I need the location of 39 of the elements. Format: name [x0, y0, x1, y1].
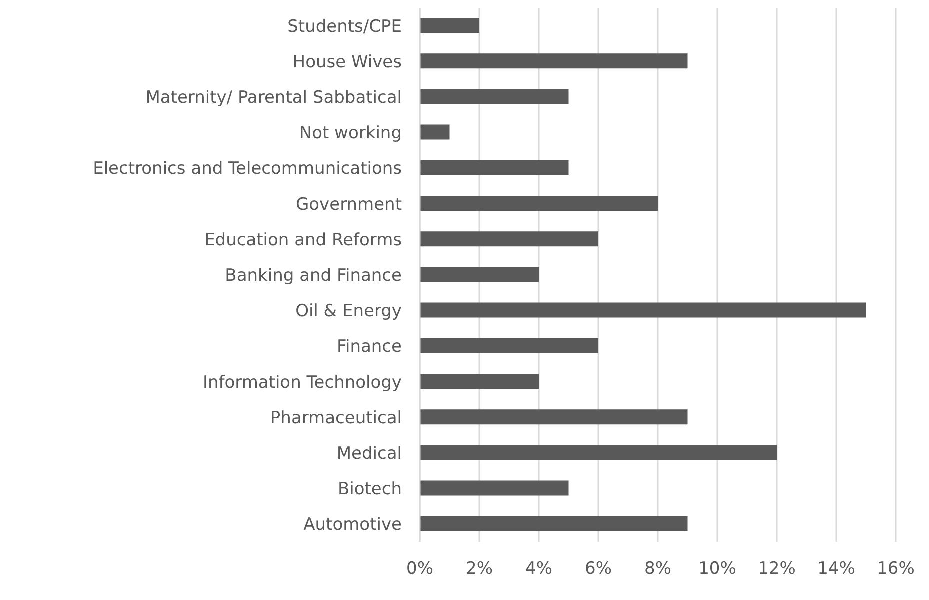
y-tick-label: Biotech [338, 480, 402, 500]
y-tick-label: Medical [336, 444, 402, 464]
y-tick-label: Electronics and Telecommunications [93, 159, 402, 180]
x-tick-label: 0% [406, 559, 434, 580]
bar [420, 267, 539, 282]
x-tick-label: 8% [644, 559, 672, 580]
y-tick-label: Government [296, 194, 402, 215]
bar [420, 374, 539, 389]
y-tick-label: Pharmaceutical [270, 408, 402, 428]
bar [420, 18, 480, 33]
y-tick-label: Finance [336, 337, 402, 358]
bar [420, 516, 688, 532]
x-tick-label: 4% [526, 559, 552, 580]
x-tick-label: 16% [877, 559, 915, 580]
x-tick-label: 2% [466, 559, 493, 580]
y-tick-label: Students/CPE [288, 16, 402, 37]
y-tick-label: Banking and Finance [225, 266, 402, 286]
y-tick-label: Maternity/ Parental Sabbatical [146, 88, 402, 108]
bar [420, 232, 598, 247]
bar [420, 445, 777, 460]
bar [420, 196, 658, 211]
bar [420, 54, 688, 69]
bar [420, 124, 450, 140]
bar [420, 302, 866, 318]
y-tick-label: House Wives [292, 52, 402, 72]
y-tick-label: Not working [299, 124, 402, 144]
y-tick-label: Education and Reforms [204, 230, 402, 250]
x-tick-label: 14% [818, 559, 856, 580]
x-tick-label: 12% [758, 559, 796, 580]
bar [420, 480, 569, 496]
x-tick-label: 6% [585, 559, 612, 580]
y-tick-label: Oil & Energy [296, 302, 402, 322]
x-tick-label: 10% [698, 559, 736, 580]
bar [420, 338, 598, 354]
bar [420, 410, 688, 425]
y-tick-label: Information Technology [202, 372, 402, 393]
y-tick-label: Automotive [304, 515, 402, 536]
bar [420, 89, 569, 104]
bar [420, 160, 569, 176]
